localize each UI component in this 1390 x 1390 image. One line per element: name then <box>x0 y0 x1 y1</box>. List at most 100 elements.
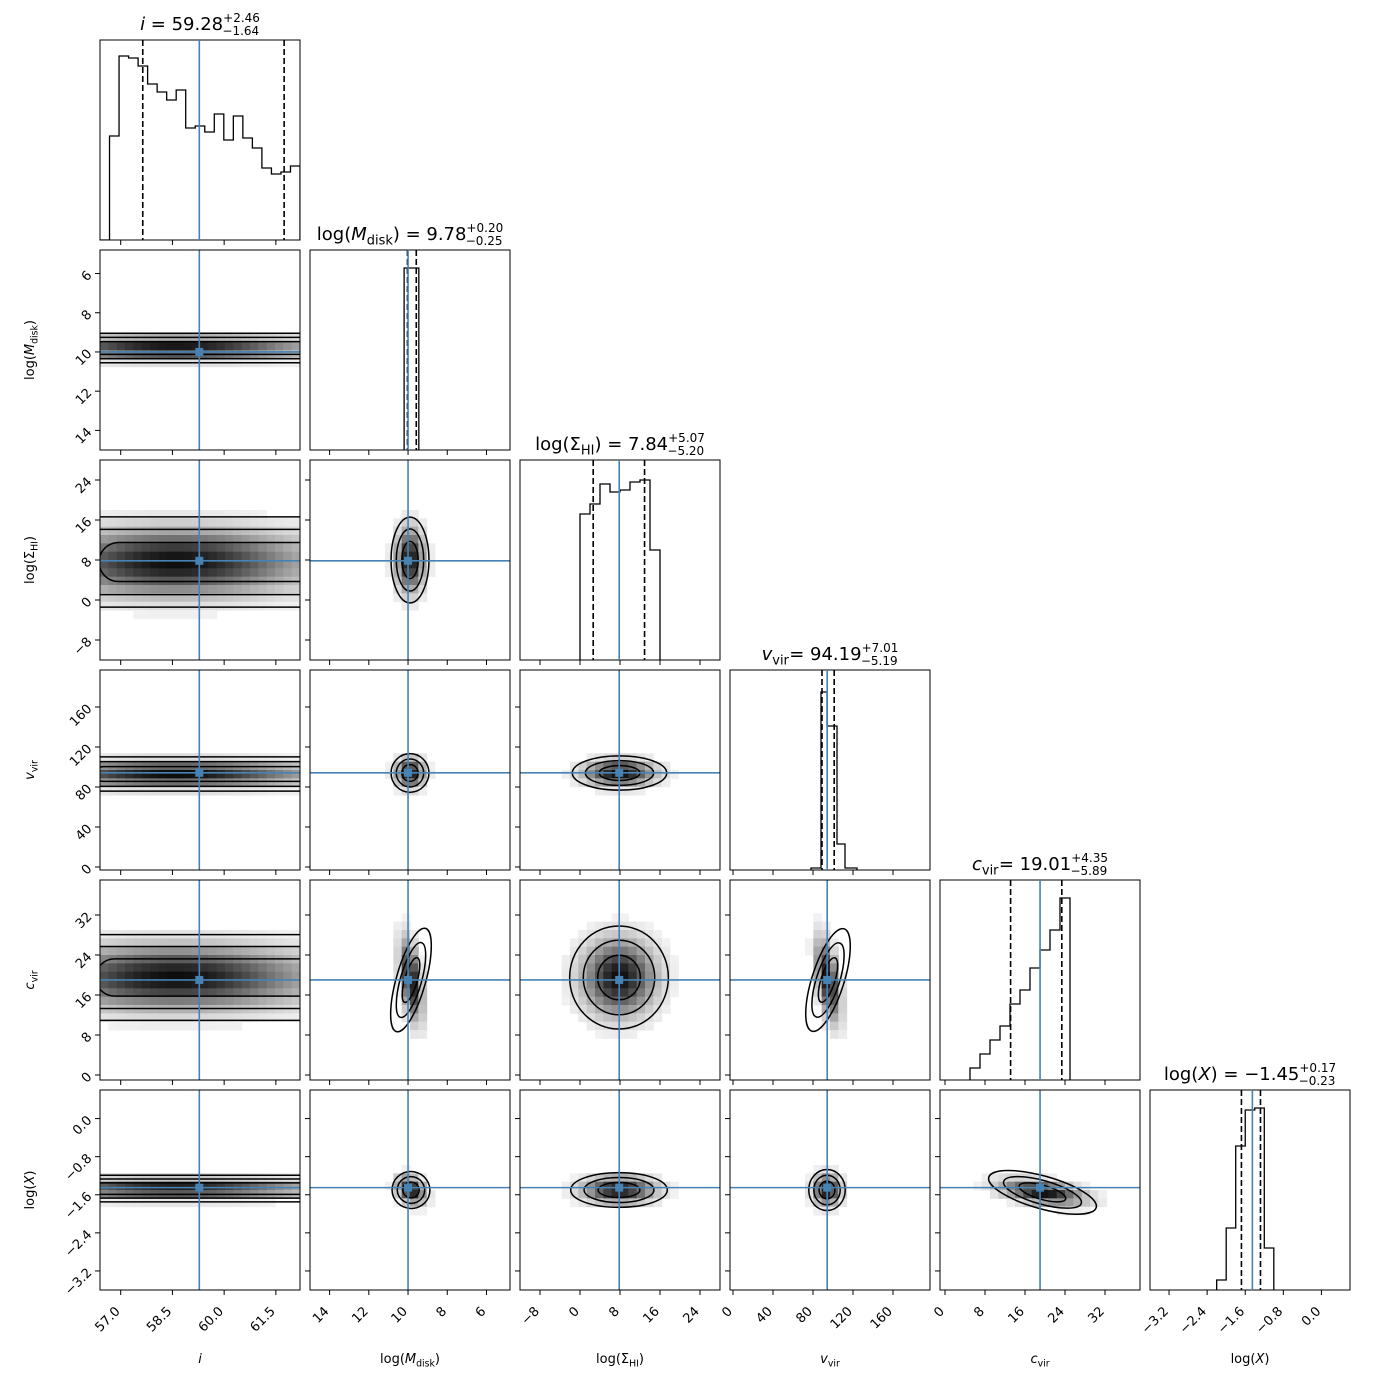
density-cell <box>586 1005 596 1014</box>
density-cell <box>100 753 109 763</box>
density-cell <box>233 341 243 351</box>
density-cell <box>200 778 209 788</box>
density-cell <box>233 585 243 594</box>
density-cell <box>125 963 134 973</box>
density-cell <box>628 786 638 796</box>
density-cell <box>393 786 403 796</box>
density-cell <box>653 938 663 948</box>
density-cell <box>1065 1181 1074 1191</box>
density-cell <box>266 946 276 956</box>
density-cell <box>191 585 201 594</box>
density-cell <box>258 770 268 779</box>
density-cell <box>125 1005 134 1014</box>
density-cell <box>191 996 201 1006</box>
density-cell <box>241 938 251 948</box>
density-cell <box>191 753 201 763</box>
panel-frame <box>939 1089 1141 1291</box>
density-cell <box>166 341 176 351</box>
density-cell <box>108 1021 118 1031</box>
density-cell <box>108 585 118 594</box>
density-cell <box>225 341 234 351</box>
density-cell <box>100 938 109 948</box>
density-cell <box>258 518 268 528</box>
density-cell <box>216 510 226 519</box>
density-cell <box>1031 1173 1041 1183</box>
density-cell <box>233 568 243 578</box>
panel-frame <box>99 669 301 871</box>
density-cell <box>150 778 159 788</box>
density-cell <box>813 996 823 1006</box>
density-cell <box>266 1198 276 1208</box>
density-cell <box>100 778 109 788</box>
density-cell <box>283 988 293 998</box>
density-cell <box>216 778 226 788</box>
density-cell <box>385 1181 394 1191</box>
density-cell <box>291 778 300 788</box>
density-cell <box>283 1173 293 1183</box>
density-cell <box>595 971 604 981</box>
density-cell <box>200 535 209 544</box>
density-cell <box>401 593 411 603</box>
density-cell <box>603 1030 613 1039</box>
density-cell <box>595 1030 604 1039</box>
density-cell <box>410 971 419 981</box>
density-cell <box>275 526 284 536</box>
density-cell <box>250 778 259 788</box>
density-cell <box>570 1198 579 1208</box>
histogram-v_vir <box>810 691 858 870</box>
density-cell <box>291 341 300 351</box>
density-cell <box>603 778 613 788</box>
density-cell <box>158 963 168 973</box>
density-cell <box>561 971 571 981</box>
density-cell <box>100 1181 109 1191</box>
density-cell <box>661 761 671 771</box>
density-cell <box>830 996 839 1006</box>
density-cell <box>116 601 126 611</box>
density-cell <box>133 946 143 956</box>
y-tick-label: −1.6 <box>62 1189 95 1222</box>
density-cell <box>175 593 184 603</box>
density-cell <box>603 753 613 763</box>
density-cell <box>653 1013 663 1023</box>
density-cell <box>175 778 184 788</box>
density-cell <box>636 1005 646 1014</box>
y-tick-label: 16 <box>73 515 95 537</box>
density-cell <box>208 1181 218 1191</box>
density-cell <box>250 963 259 973</box>
density-cell <box>670 955 679 964</box>
density-cell <box>200 1181 209 1191</box>
density-cell <box>578 980 588 989</box>
density-cell <box>208 753 218 763</box>
density-cell <box>200 551 209 561</box>
density-cell <box>813 1173 823 1183</box>
density-cell <box>200 1021 209 1031</box>
density-cell <box>175 938 184 948</box>
density-cell <box>158 601 168 611</box>
density-cell <box>401 551 411 561</box>
density-cell <box>611 1013 621 1023</box>
density-cell <box>838 1190 848 1199</box>
density-cell <box>1056 1206 1066 1216</box>
density-cell <box>225 601 234 611</box>
density-cell <box>216 996 226 1006</box>
density-cell <box>628 1190 638 1199</box>
density-cell <box>150 938 159 948</box>
density-cell <box>208 1013 218 1023</box>
density-cell <box>418 1021 428 1031</box>
density-cell <box>183 1173 193 1183</box>
density-cell <box>133 568 143 578</box>
density-cell <box>1073 1206 1083 1216</box>
density-cell <box>805 946 814 956</box>
density-cell <box>225 1198 234 1208</box>
density-cell <box>821 988 831 998</box>
density-cell <box>183 996 193 1006</box>
density-cell <box>200 1198 209 1208</box>
density-cell <box>108 593 118 603</box>
density-cell <box>645 770 654 779</box>
density-cell <box>158 770 168 779</box>
density-cell <box>183 980 193 989</box>
density-cell <box>401 1005 411 1014</box>
density-cell <box>603 930 613 939</box>
density-cell <box>141 543 151 553</box>
density-cell <box>100 1005 109 1014</box>
